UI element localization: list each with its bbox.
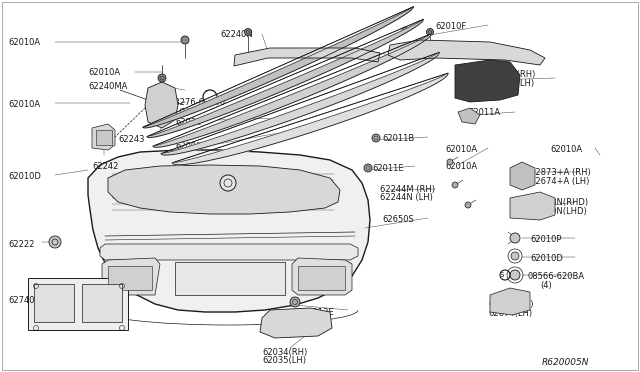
Polygon shape (161, 52, 439, 155)
Text: 62242: 62242 (92, 162, 118, 171)
Polygon shape (100, 244, 358, 260)
Text: 62740: 62740 (8, 296, 35, 305)
Polygon shape (96, 130, 112, 145)
Polygon shape (388, 40, 545, 65)
Text: 62010P: 62010P (530, 235, 561, 244)
Text: 62010D: 62010D (530, 254, 563, 263)
Text: 62240N: 62240N (220, 30, 253, 39)
Text: (1): (1) (178, 108, 189, 117)
Text: 62010F: 62010F (435, 22, 467, 31)
Circle shape (465, 202, 471, 208)
Text: 62010A: 62010A (445, 145, 477, 154)
Polygon shape (510, 162, 535, 190)
Polygon shape (260, 308, 332, 338)
Text: 62244M (RH): 62244M (RH) (380, 185, 435, 194)
Text: 62222: 62222 (8, 240, 35, 249)
Text: 62010A: 62010A (550, 145, 582, 154)
Text: 62010A: 62010A (445, 162, 477, 171)
Circle shape (290, 297, 300, 307)
Circle shape (510, 270, 520, 280)
Polygon shape (175, 262, 285, 295)
Text: 62059N(LHD): 62059N(LHD) (530, 207, 587, 216)
Text: 62010A: 62010A (8, 100, 40, 109)
Bar (34, 284, 74, 322)
Text: 62011A: 62011A (468, 108, 500, 117)
Polygon shape (108, 165, 340, 214)
Circle shape (447, 159, 453, 165)
Polygon shape (143, 7, 413, 128)
Circle shape (181, 36, 189, 44)
Circle shape (203, 90, 217, 104)
Text: 62243: 62243 (118, 135, 145, 144)
Text: 62674+A (LH): 62674+A (LH) (530, 177, 589, 186)
Text: R620005N: R620005N (542, 358, 589, 367)
Polygon shape (510, 192, 555, 220)
Polygon shape (108, 266, 152, 290)
Circle shape (158, 74, 166, 82)
Circle shape (364, 164, 372, 172)
Text: 62035(LH): 62035(LH) (262, 356, 306, 365)
Circle shape (402, 27, 408, 33)
Polygon shape (88, 150, 370, 312)
Circle shape (426, 29, 433, 35)
Bar (28, 278, 128, 330)
Text: 62671(RH): 62671(RH) (490, 70, 536, 79)
Text: 62022: 62022 (175, 118, 202, 127)
Polygon shape (145, 82, 178, 128)
Polygon shape (298, 266, 345, 290)
Polygon shape (458, 108, 480, 124)
Polygon shape (490, 288, 530, 315)
Polygon shape (147, 19, 423, 138)
Text: 62650S: 62650S (382, 215, 413, 224)
Polygon shape (102, 258, 160, 295)
Text: 62240MA: 62240MA (88, 82, 127, 91)
Text: S: S (500, 272, 504, 278)
Text: 08276-61600: 08276-61600 (170, 98, 226, 107)
Text: 62673(RH): 62673(RH) (488, 300, 534, 309)
Text: 62011E: 62011E (372, 164, 404, 173)
Circle shape (49, 236, 61, 248)
Circle shape (510, 233, 520, 243)
Polygon shape (455, 60, 520, 102)
Text: 62034(RH): 62034(RH) (262, 348, 307, 357)
Text: 62244N (LH): 62244N (LH) (380, 193, 433, 202)
Text: 08566-620BA: 08566-620BA (528, 272, 585, 281)
Polygon shape (234, 48, 380, 66)
Text: 62058N(RHD): 62058N(RHD) (530, 198, 588, 207)
Polygon shape (92, 124, 115, 150)
Text: 62010A: 62010A (88, 68, 120, 77)
Polygon shape (292, 258, 352, 295)
Text: 62020U: 62020U (330, 48, 362, 57)
Text: 62873+A (RH): 62873+A (RH) (530, 168, 591, 177)
Circle shape (220, 175, 236, 191)
Text: (4): (4) (540, 281, 552, 290)
Circle shape (244, 29, 252, 35)
Bar (82, 284, 122, 322)
Text: B: B (204, 90, 210, 99)
Circle shape (372, 134, 380, 142)
Text: 62011B: 62011B (382, 134, 414, 143)
Text: 62674(LH): 62674(LH) (488, 309, 532, 318)
Text: 62010D: 62010D (8, 172, 41, 181)
Text: 62012E: 62012E (302, 308, 333, 317)
Polygon shape (153, 34, 431, 147)
Circle shape (511, 252, 519, 260)
Text: 62010A: 62010A (8, 38, 40, 47)
Text: 62672(LH): 62672(LH) (490, 79, 534, 88)
Text: 62090: 62090 (175, 142, 202, 151)
Polygon shape (172, 73, 448, 165)
Circle shape (452, 182, 458, 188)
